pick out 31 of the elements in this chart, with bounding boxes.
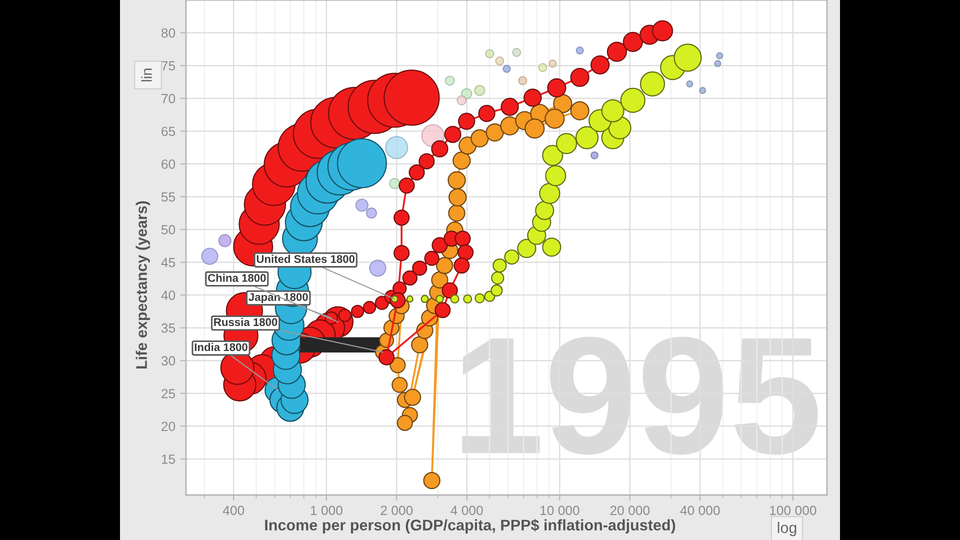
y-tick-label: 70 [162, 94, 176, 104]
y-tick-label: 40 [161, 290, 176, 300]
text: log [778, 522, 796, 536]
y-tick-label: 60 [162, 159, 176, 169]
y-tick-label: 75 [162, 61, 176, 70]
annotation: Japan 1800 [248, 293, 308, 304]
y-tick-label: 25 [162, 388, 176, 398]
x-axis-title: Income per person (GDP/capita, PPP$ inflation-adjusted) [265, 519, 676, 534]
annotation: China 1800 [208, 274, 266, 282]
x-tick-label: 20 000 [610, 506, 650, 516]
annotation: United States 1800 [256, 254, 355, 263]
x-tick-label: 2 000 [380, 506, 413, 516]
annotation: India 1800 [194, 342, 248, 352]
x-tick-label: 400 [222, 506, 244, 516]
y-tick-label: 35 [161, 323, 176, 333]
y-tick-label: 15 [162, 454, 176, 464]
y-tick-label: 30 [161, 356, 176, 366]
y-tick-label: 45 [161, 258, 176, 268]
y-tick-label: 50 [161, 225, 176, 234]
x-tick-label: 4 000 [450, 506, 483, 516]
y-tick-label: 20 [162, 422, 176, 432]
text: lin [141, 68, 152, 82]
x-tick-label: 1 000 [310, 506, 342, 516]
x-tick-label: 10 000 [540, 506, 580, 516]
y-tick-label: 65 [162, 126, 176, 136]
annotation: Russia 1800 [214, 318, 278, 326]
x-tick-label: 100 000 [770, 506, 816, 516]
y-tick-label: 55 [161, 192, 176, 202]
y-tick-label: 80 [161, 28, 176, 38]
y-axis-title: Life expectancy (years) [136, 201, 150, 368]
x-tick-label: 40 000 [680, 506, 720, 516]
